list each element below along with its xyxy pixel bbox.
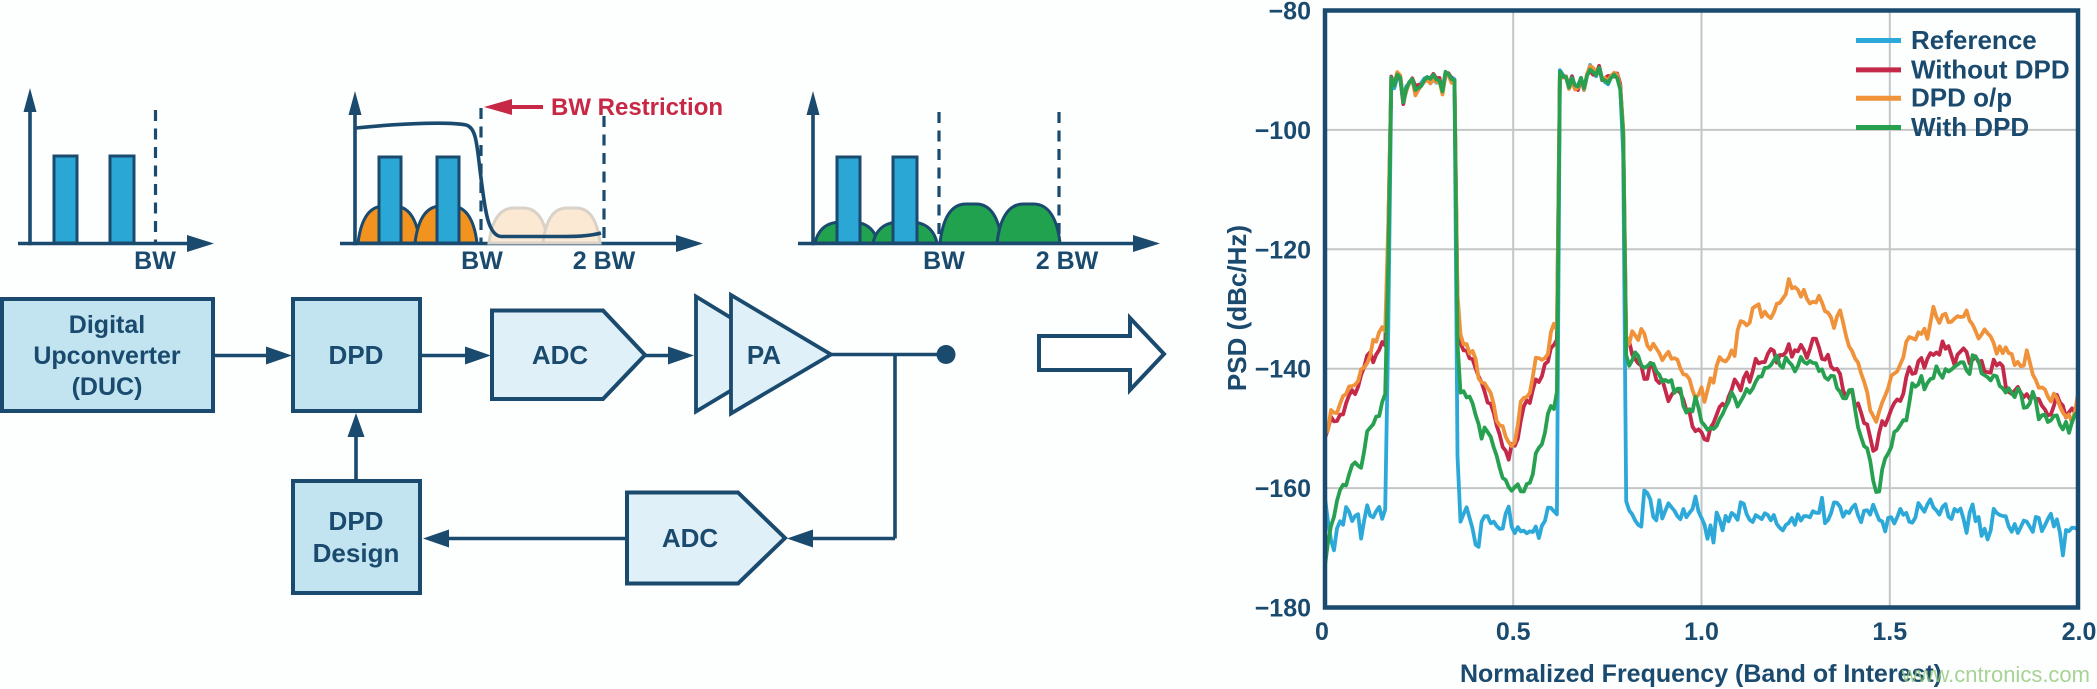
- svg-text:ADC: ADC: [532, 340, 589, 370]
- svg-text:1.0: 1.0: [1684, 618, 1719, 646]
- svg-text:BW: BW: [923, 247, 965, 275]
- svg-text:−80: −80: [1269, 0, 1311, 26]
- svg-text:BW: BW: [461, 247, 503, 275]
- svg-text:PSD (dBc/Hz): PSD (dBc/Hz): [1222, 225, 1252, 391]
- svg-text:Reference: Reference: [1911, 25, 2037, 55]
- svg-text:2.0: 2.0: [2062, 618, 2097, 646]
- svg-text:−160: −160: [1255, 475, 1311, 503]
- svg-text:0.5: 0.5: [1496, 618, 1531, 646]
- svg-text:2 BW: 2 BW: [573, 247, 636, 275]
- svg-text:With DPD: With DPD: [1911, 112, 2029, 142]
- svg-text:Digital: Digital: [69, 311, 145, 339]
- svg-text:0: 0: [1315, 618, 1329, 646]
- svg-text:Normalized Frequency (Band of: Normalized Frequency (Band of Interest): [1460, 660, 1942, 688]
- svg-text:BW Restriction: BW Restriction: [551, 94, 723, 121]
- svg-text:(DUC): (DUC): [72, 373, 143, 401]
- svg-text:DPD: DPD: [329, 506, 384, 536]
- svg-text:Upconverter: Upconverter: [33, 342, 181, 370]
- svg-text:DPD o/p: DPD o/p: [1911, 83, 2012, 113]
- svg-text:www.cntronics.com: www.cntronics.com: [1901, 662, 2090, 687]
- svg-text:2 BW: 2 BW: [1036, 247, 1099, 275]
- svg-text:−180: −180: [1255, 595, 1311, 623]
- svg-text:1.5: 1.5: [1872, 618, 1907, 646]
- svg-text:Design: Design: [313, 538, 400, 568]
- svg-text:Without DPD: Without DPD: [1911, 54, 2070, 84]
- svg-text:ADC: ADC: [662, 523, 719, 553]
- svg-text:−120: −120: [1255, 236, 1311, 264]
- svg-text:PA: PA: [747, 340, 781, 370]
- svg-text:BW: BW: [134, 247, 176, 275]
- svg-text:DPD: DPD: [329, 340, 384, 370]
- svg-text:−140: −140: [1255, 356, 1311, 384]
- svg-text:−100: −100: [1255, 117, 1311, 145]
